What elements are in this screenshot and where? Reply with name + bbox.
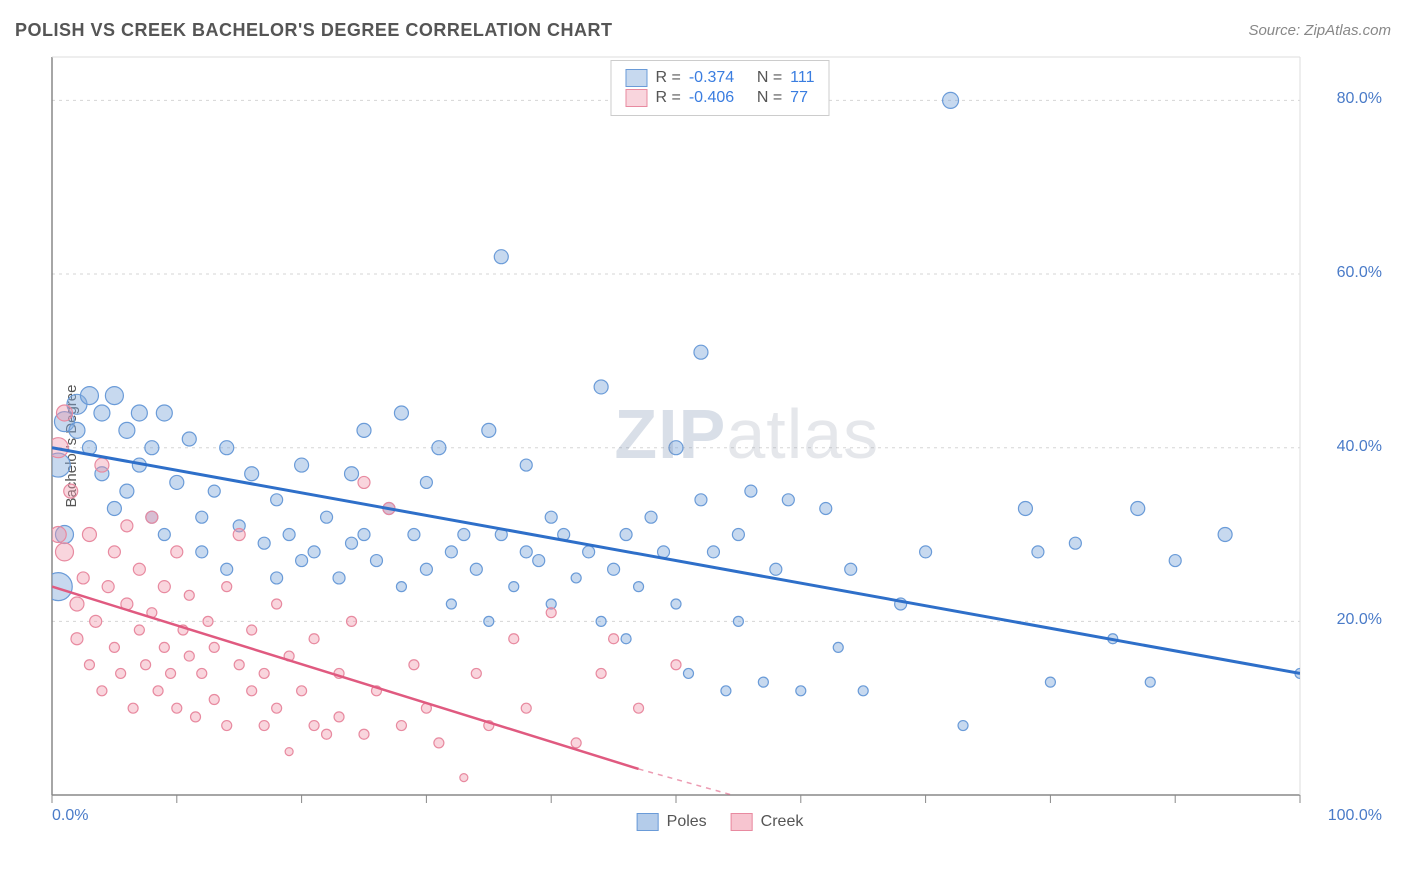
stats-swatch (625, 89, 647, 107)
legend-bottom: Poles Creek (637, 813, 804, 831)
stats-n-label: N = (757, 89, 782, 107)
stats-swatch (625, 69, 647, 87)
stats-n-label: N = (757, 69, 782, 87)
legend-item: Creek (731, 813, 804, 831)
legend-label: Poles (667, 813, 707, 831)
y-tick-label: 40.0% (1337, 438, 1382, 456)
stats-legend-box: R = -0.374 N = 111 R = -0.406 N = 77 (610, 60, 829, 116)
stats-r-value: -0.374 (689, 69, 749, 87)
stats-n-value: 111 (790, 69, 814, 87)
chart-source: Source: ZipAtlas.com (1248, 22, 1391, 39)
y-tick-label: 60.0% (1337, 264, 1382, 282)
chart-title: POLISH VS CREEK BACHELOR'S DEGREE CORREL… (15, 20, 612, 41)
legend-swatch (637, 813, 659, 831)
legend-swatch (731, 813, 753, 831)
stats-r-label: R = (655, 89, 680, 107)
stats-row: R = -0.374 N = 111 (625, 69, 814, 87)
y-tick-label: 20.0% (1337, 611, 1382, 629)
chart-header: POLISH VS CREEK BACHELOR'S DEGREE CORREL… (15, 20, 1391, 41)
y-tick-label: 80.0% (1337, 90, 1382, 108)
stats-r-label: R = (655, 69, 680, 87)
chart-container: R = -0.374 N = 111 R = -0.406 N = 77 ZIP… (50, 55, 1390, 845)
scatter-plot (50, 55, 1390, 845)
stats-row: R = -0.406 N = 77 (625, 89, 814, 107)
stats-n-value: 77 (790, 89, 808, 107)
x-tick-label: 0.0% (52, 807, 88, 825)
x-tick-label: 100.0% (1328, 807, 1382, 825)
stats-r-value: -0.406 (689, 89, 749, 107)
legend-label: Creek (761, 813, 804, 831)
legend-item: Poles (637, 813, 707, 831)
